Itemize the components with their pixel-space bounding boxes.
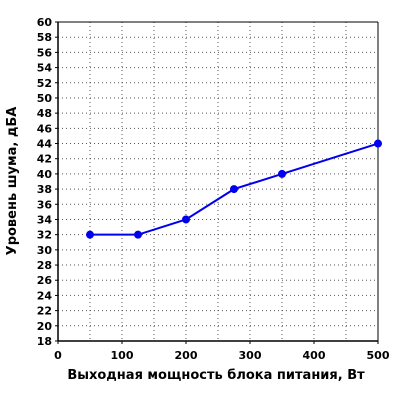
axes bbox=[57, 21, 379, 342]
y-tick-label: 42 bbox=[37, 153, 52, 166]
y-tick-label: 20 bbox=[37, 320, 53, 333]
tick-labels: 18 20 22 24 26 28 30 32 34 36 38 40 42 44 46 48 50 52 54 56… bbox=[37, 16, 390, 362]
y-tick-label: 46 bbox=[37, 122, 53, 135]
x-tick-label: 500 bbox=[367, 349, 390, 362]
y-tick-label: 44 bbox=[37, 138, 53, 151]
y-tick-label: 40 bbox=[37, 168, 53, 181]
series-line bbox=[90, 142, 379, 236]
data-point bbox=[182, 215, 190, 224]
y-tick-label: 50 bbox=[37, 92, 53, 105]
y-tick-label: 36 bbox=[37, 198, 53, 211]
y-tick-label: 18 bbox=[37, 335, 52, 348]
y-tick-label: 30 bbox=[37, 244, 53, 257]
data-point bbox=[134, 230, 142, 239]
series bbox=[86, 139, 382, 239]
y-tick-label: 38 bbox=[37, 183, 52, 196]
y-tick-label: 34 bbox=[37, 213, 53, 226]
y-tick-label: 58 bbox=[37, 31, 52, 44]
grid bbox=[58, 22, 378, 341]
x-tick-label: 300 bbox=[239, 349, 262, 362]
data-point bbox=[86, 230, 94, 239]
y-axis-title: Уровень шума, дБА bbox=[5, 107, 20, 256]
y-tick-label: 22 bbox=[37, 305, 52, 318]
y-tick-label: 28 bbox=[37, 259, 52, 272]
y-tick-label: 24 bbox=[37, 289, 53, 302]
x-tick-label: 0 bbox=[54, 349, 62, 362]
data-point bbox=[278, 169, 286, 178]
x-tick-label: 200 bbox=[175, 349, 198, 362]
x-axis-title: Выходная мощность блока питания, Вт bbox=[67, 368, 365, 383]
data-point bbox=[230, 185, 238, 194]
x-tick-label: 400 bbox=[303, 349, 326, 362]
data-point bbox=[374, 139, 382, 148]
y-tick-label: 32 bbox=[37, 229, 52, 242]
y-tick-label: 52 bbox=[37, 77, 52, 90]
y-tick-label: 60 bbox=[37, 16, 53, 29]
y-tick-label: 54 bbox=[37, 62, 53, 75]
x-tick-label: 100 bbox=[111, 349, 134, 362]
plot-area bbox=[58, 22, 378, 341]
y-tick-label: 56 bbox=[37, 46, 53, 59]
y-tick-label: 26 bbox=[37, 274, 53, 287]
y-tick-label: 48 bbox=[37, 107, 52, 120]
